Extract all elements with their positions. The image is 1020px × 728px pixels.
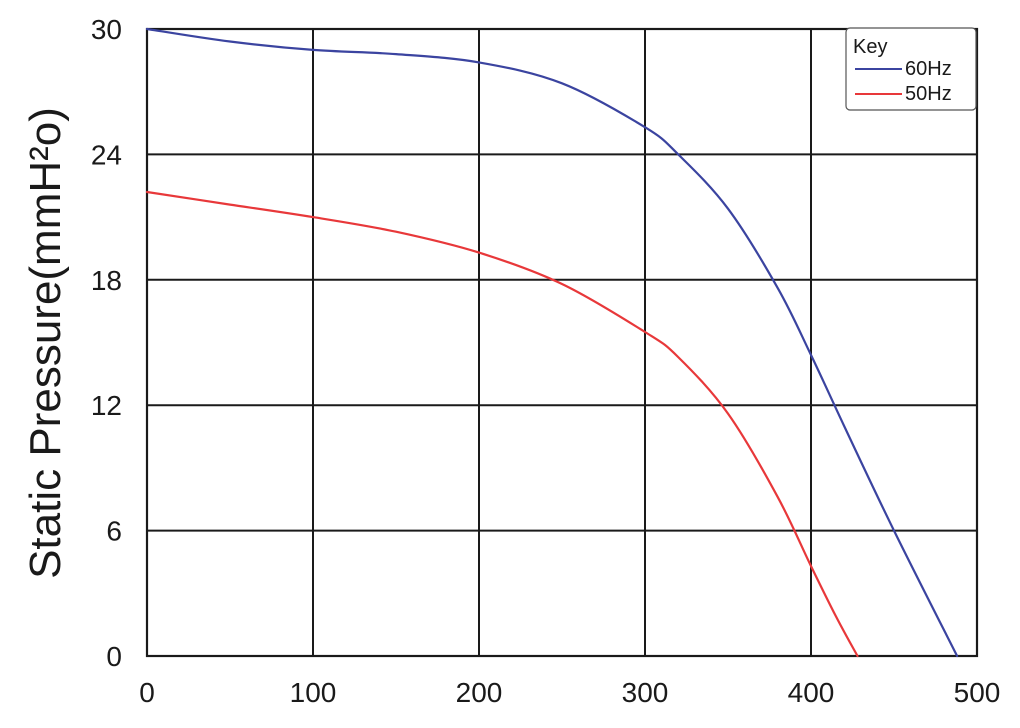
series-lines — [145, 27, 959, 658]
y-tick-label: 18 — [91, 265, 122, 296]
x-tick-label: 400 — [788, 677, 835, 708]
legend: Key 60Hz 50Hz — [845, 27, 977, 111]
x-tick-label: 0 — [139, 677, 155, 708]
y-axis-label: Static Pressure(mmH²o) — [21, 107, 70, 579]
series-line-60hz — [145, 27, 959, 658]
legend-title: Key — [853, 36, 887, 58]
x-tick-label: 200 — [456, 677, 503, 708]
legend-box — [845, 27, 977, 111]
legend-label-50hz: 50Hz — [905, 83, 952, 105]
y-tick-label: 6 — [106, 516, 122, 547]
y-tick-label: 30 — [91, 14, 122, 45]
tick-labels: 0 100 200 300 400 500 0 6 12 18 24 30 — [91, 14, 1001, 708]
plot-border — [145, 27, 979, 658]
grid-lines — [147, 29, 977, 656]
y-tick-label: 12 — [91, 390, 122, 421]
y-tick-label: 0 — [106, 641, 122, 672]
y-tick-label: 24 — [91, 139, 122, 170]
x-tick-label: 300 — [622, 677, 669, 708]
x-tick-label: 500 — [954, 677, 1001, 708]
x-tick-label: 100 — [290, 677, 337, 708]
series-line-50hz — [145, 190, 859, 658]
plot-frame — [145, 27, 979, 658]
legend-label-60hz: 60Hz — [905, 58, 952, 80]
